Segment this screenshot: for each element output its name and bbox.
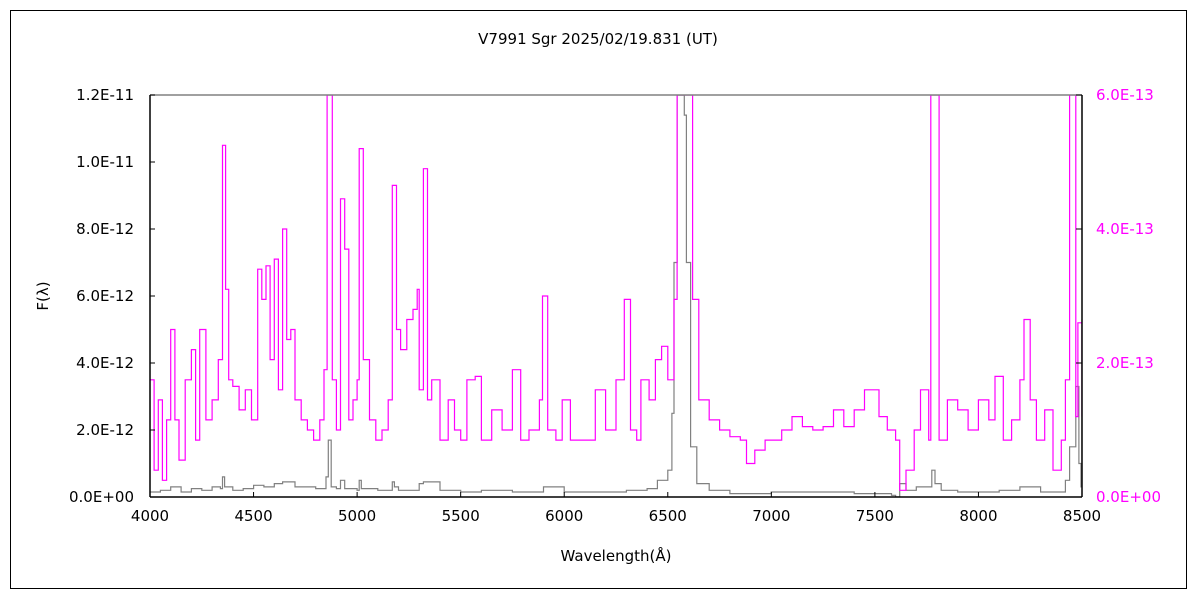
x-tick-label: 6000: [545, 507, 583, 525]
y-left-tick-label: 0.0E+00: [69, 488, 134, 506]
left-axis-series-line: [150, 95, 1082, 497]
x-tick-label: 6500: [649, 507, 687, 525]
right-axis-series-line: [150, 95, 1082, 491]
y-right-tick-label: 6.0E-13: [1096, 86, 1154, 104]
x-tick-label: 8000: [959, 507, 997, 525]
y-left-tick-label: 4.0E-12: [76, 354, 134, 372]
y-left-tick-label: 6.0E-12: [76, 287, 134, 305]
chart-title: V7991 Sgr 2025/02/19.831 (UT): [478, 30, 718, 48]
x-axis-label: Wavelength(Å): [561, 546, 672, 565]
y-right-tick-label: 0.0E+00: [1096, 488, 1161, 506]
y-left-tick-label: 1.2E-11: [76, 86, 134, 104]
y-left-tick-label: 8.0E-12: [76, 220, 134, 238]
y-right-tick-label: 2.0E-13: [1096, 354, 1154, 372]
y-axis-label: F(λ): [34, 281, 52, 310]
x-tick-label: 7000: [752, 507, 790, 525]
y-left-tick-label: 2.0E-12: [76, 421, 134, 439]
x-tick-label: 7500: [856, 507, 894, 525]
y-left-tick-label: 1.0E-11: [76, 153, 134, 171]
x-tick-label: 4000: [131, 507, 169, 525]
y-right-tick-label: 4.0E-13: [1096, 220, 1154, 238]
x-tick-label: 5000: [338, 507, 376, 525]
chart-frame: [10, 10, 1187, 589]
x-tick-label: 5500: [442, 507, 480, 525]
x-tick-label: 4500: [234, 507, 272, 525]
x-tick-label: 8500: [1063, 507, 1101, 525]
